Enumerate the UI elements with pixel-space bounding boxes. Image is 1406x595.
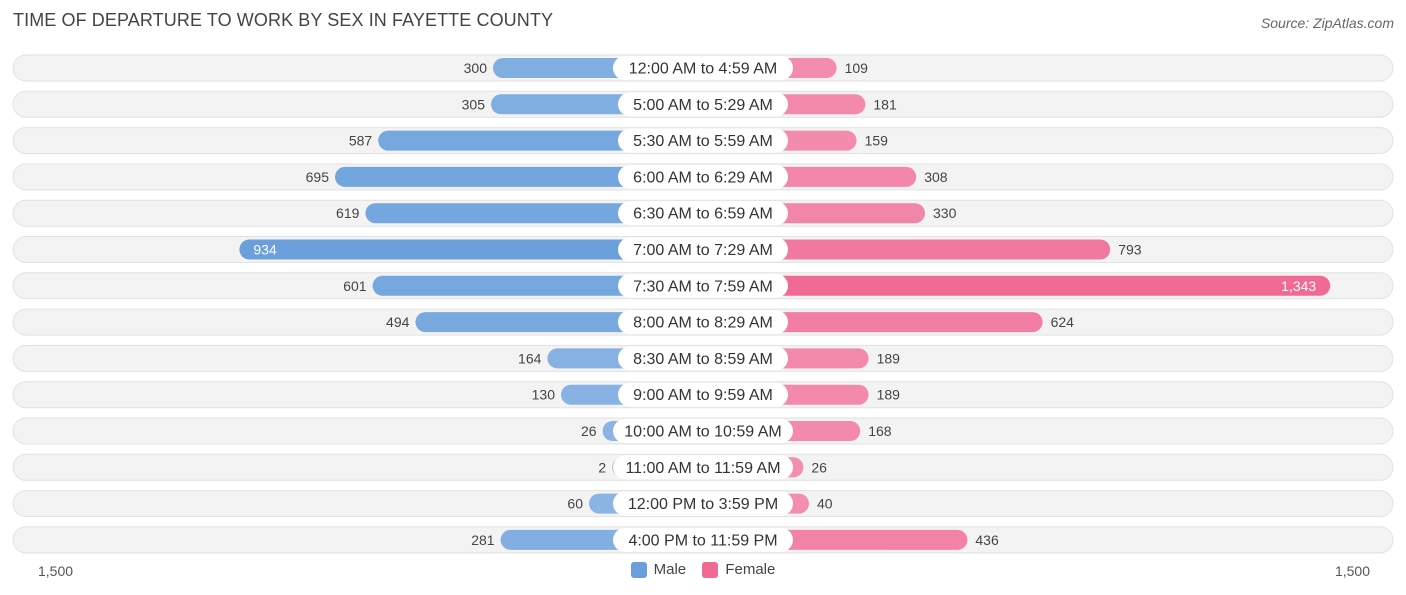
male-value-label: 2	[598, 459, 606, 475]
male-bar	[365, 203, 703, 224]
axis-right-label: 1,500	[1334, 563, 1370, 579]
female-value-label: 436	[975, 532, 999, 548]
category-label: 7:00 AM to 7:29 AM	[633, 242, 773, 259]
legend-label-male: Male	[653, 561, 687, 578]
legend-label-female: Female	[725, 561, 776, 578]
legend-swatch-female	[702, 561, 719, 578]
female-value-label: 26	[811, 459, 827, 475]
female-value-label: 1,343	[1281, 278, 1316, 294]
category-label-background	[613, 419, 793, 443]
female-bar	[703, 275, 1331, 296]
male-bar	[239, 239, 703, 260]
category-label: 6:30 AM to 6:59 AM	[633, 206, 773, 223]
legend-swatch-male	[630, 561, 647, 578]
male-value-label: 305	[462, 96, 486, 112]
category-label: 7:30 AM to 7:59 AM	[633, 278, 773, 295]
female-value-label: 40	[817, 496, 833, 512]
male-value-label: 601	[343, 278, 367, 294]
category-label: 11:00 AM to 11:59 AM	[625, 460, 780, 477]
female-value-label: 168	[868, 423, 892, 439]
category-label-background	[618, 273, 788, 298]
legend: Male Female	[0, 561, 1406, 582]
category-label-background	[618, 382, 788, 407]
category-label-background	[618, 237, 788, 262]
category-label: 4:00 PM to 11:59 PM	[628, 532, 777, 549]
male-bar	[335, 166, 703, 187]
female-value-label: 330	[933, 205, 957, 221]
category-label-background	[613, 527, 793, 552]
female-value-label: 189	[877, 387, 901, 403]
legend-item-female: Female	[702, 561, 775, 578]
category-label-background	[613, 455, 793, 480]
category-label-background	[618, 201, 788, 226]
male-value-label: 934	[253, 242, 277, 258]
male-value-label: 26	[581, 423, 597, 439]
legend-item-male: Male	[630, 561, 687, 578]
axis-left-label: 1,500	[38, 563, 74, 579]
male-value-label: 281	[471, 532, 495, 548]
female-value-label: 189	[877, 350, 901, 366]
category-label: 9:00 AM to 9:59 AM	[633, 387, 773, 404]
category-label-background	[618, 346, 788, 371]
category-label-background	[613, 491, 793, 516]
male-value-label: 695	[306, 169, 330, 185]
category-label: 5:00 AM to 5:29 AM	[633, 97, 773, 114]
category-label: 6:00 AM to 6:29 AM	[633, 169, 773, 186]
male-value-label: 619	[336, 205, 360, 221]
male-value-label: 164	[518, 350, 542, 366]
male-value-label: 494	[386, 314, 410, 330]
category-label: 12:00 PM to 3:59 PM	[628, 496, 778, 513]
female-value-label: 159	[865, 133, 889, 149]
chart-title: TIME OF DEPARTURE TO WORK BY SEX IN FAYE…	[13, 10, 554, 30]
female-bar	[703, 312, 1043, 333]
category-label: 8:00 AM to 8:29 AM	[633, 315, 773, 332]
female-value-label: 624	[1051, 314, 1075, 330]
category-label: 8:30 AM to 8:59 AM	[633, 351, 773, 368]
female-bar	[703, 239, 1111, 260]
category-label-background	[613, 56, 793, 80]
category-label: 10:00 AM to 10:59 AM	[624, 424, 781, 441]
female-value-label: 308	[924, 169, 948, 185]
male-value-label: 60	[567, 496, 583, 512]
category-label-background	[618, 92, 788, 117]
female-value-label: 109	[845, 60, 869, 76]
female-value-label: 181	[873, 96, 897, 112]
category-label-background	[618, 164, 788, 189]
category-label: 12:00 AM to 4:59 AM	[629, 61, 778, 78]
female-value-label: 793	[1118, 242, 1142, 258]
male-value-label: 300	[464, 60, 488, 76]
category-label-background	[618, 128, 788, 153]
male-value-label: 130	[532, 387, 556, 403]
source-note: Source: ZipAtlas.com	[1260, 15, 1394, 31]
male-value-label: 587	[349, 133, 373, 149]
category-label: 5:30 AM to 5:59 AM	[633, 133, 773, 150]
category-label-background	[618, 310, 788, 335]
